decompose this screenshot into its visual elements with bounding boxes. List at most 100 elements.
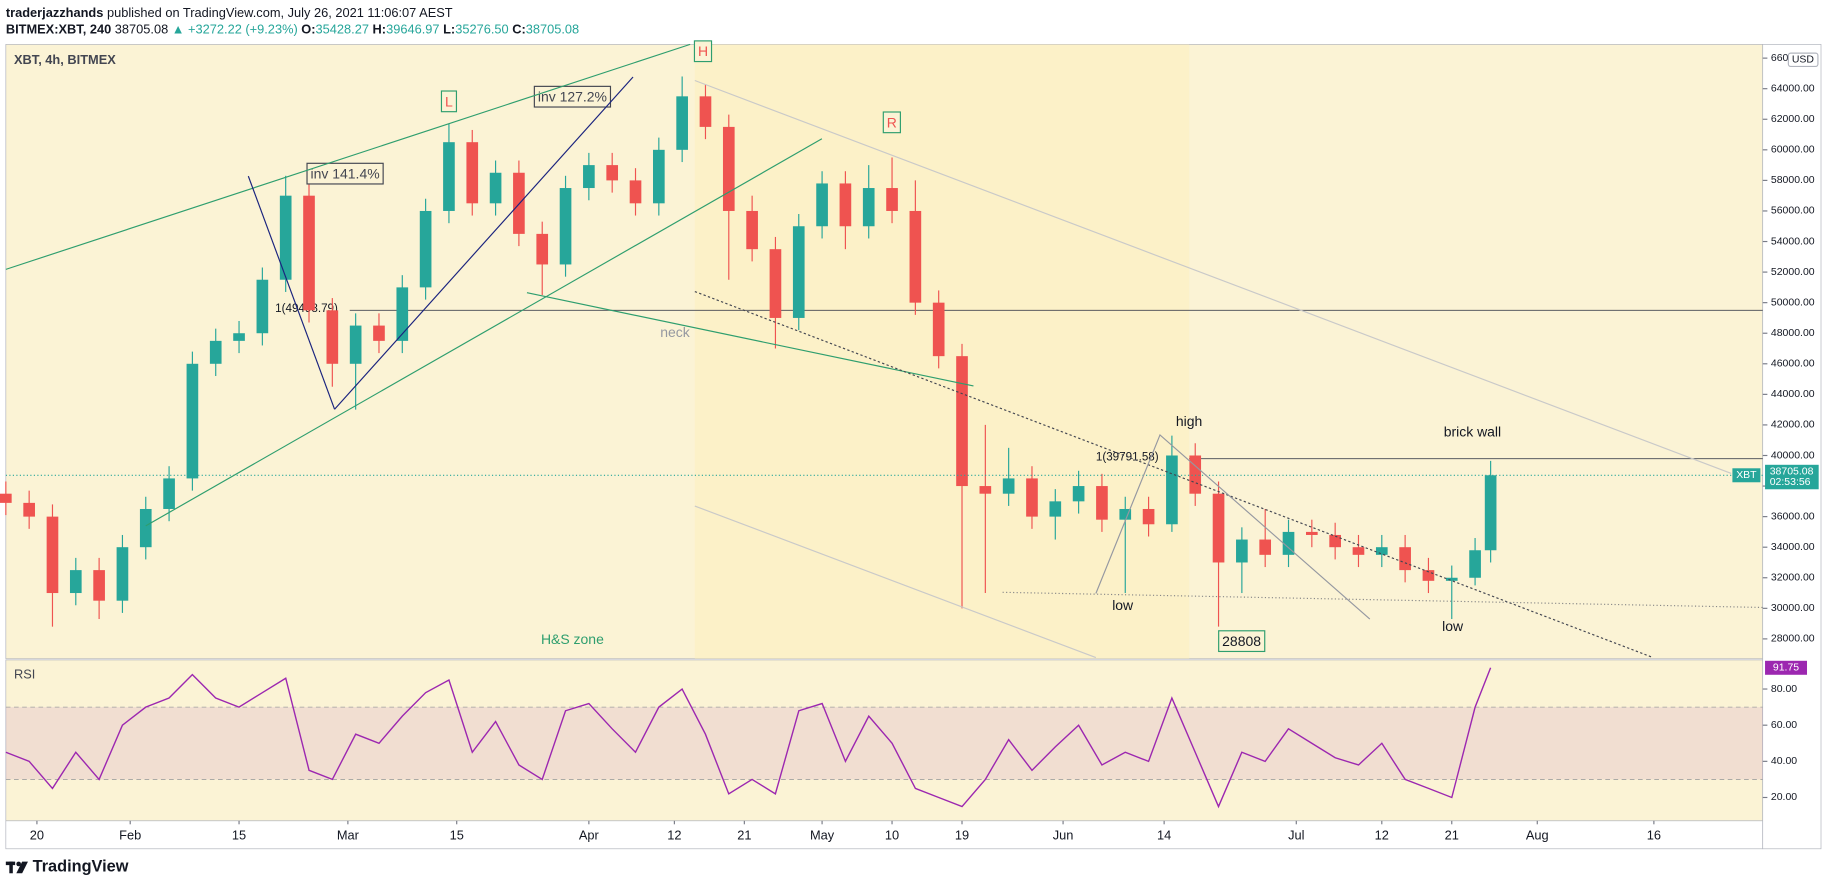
candle-body bbox=[653, 149, 665, 204]
annotation: inv 141.4% bbox=[311, 166, 380, 182]
y-tick-label: 40000.00 bbox=[1771, 450, 1815, 461]
candle-body bbox=[1399, 547, 1411, 571]
candle-body bbox=[816, 183, 828, 227]
quote-value: 35276.50 bbox=[455, 22, 508, 37]
y-tick-label: 56000.00 bbox=[1771, 206, 1815, 217]
candle-body bbox=[163, 478, 175, 509]
price-tag bbox=[1765, 464, 1819, 490]
candle-body bbox=[606, 165, 619, 181]
rsi-band bbox=[5, 707, 1763, 780]
y-tick-label: 48000.00 bbox=[1771, 328, 1815, 339]
rsi-line bbox=[5, 667, 1492, 809]
y-tick-label: 62000.00 bbox=[1771, 114, 1815, 125]
candle-body bbox=[326, 310, 339, 364]
candle-body bbox=[419, 210, 432, 288]
y-tick-label: 46000.00 bbox=[1771, 359, 1815, 370]
pane-title: XBT, 4h, BITMEX bbox=[14, 52, 116, 67]
annotation: L bbox=[445, 93, 453, 109]
symbol-tag-text: XBT bbox=[1736, 470, 1757, 481]
rsi-tag-value: 91.75 bbox=[1773, 663, 1799, 674]
quote-value: 35428.27 bbox=[316, 22, 369, 37]
candle-body bbox=[1259, 539, 1272, 555]
x-tick-label: Feb bbox=[119, 827, 141, 842]
rsi-pane bbox=[5, 659, 1764, 822]
candle-body bbox=[443, 142, 455, 211]
candle-body bbox=[862, 188, 875, 227]
x-tick-label: 21 bbox=[737, 827, 751, 842]
candle-body bbox=[699, 96, 712, 127]
currency: USD bbox=[1792, 54, 1815, 65]
annotation: neck bbox=[660, 324, 690, 340]
y-tick-label: 20.00 bbox=[1771, 792, 1797, 803]
quote-key: H: bbox=[373, 22, 387, 37]
drawings bbox=[5, 43, 1763, 659]
x-tick-label: Jun bbox=[1053, 827, 1074, 842]
trendline bbox=[334, 76, 634, 410]
y-tick-label: 54000.00 bbox=[1771, 236, 1815, 247]
candle-body bbox=[1375, 547, 1388, 555]
candle-body bbox=[1236, 539, 1248, 563]
candle-body bbox=[279, 195, 292, 280]
candle-body bbox=[1072, 486, 1085, 502]
price-axis bbox=[1762, 44, 1822, 850]
candle-body bbox=[956, 356, 968, 487]
candle-body bbox=[886, 188, 898, 211]
annotation: R bbox=[887, 114, 897, 130]
x-tick-label: 20 bbox=[30, 827, 44, 842]
quote-key: O: bbox=[301, 22, 315, 37]
candle-body bbox=[1282, 531, 1295, 555]
candle-body bbox=[676, 96, 688, 150]
x-tick-label: 21 bbox=[1445, 827, 1459, 842]
annotation: low bbox=[1112, 597, 1134, 613]
x-tick-label: 14 bbox=[1157, 827, 1171, 842]
support-line bbox=[1002, 591, 1763, 609]
candle-body bbox=[746, 210, 758, 250]
y-tick-label: 50000.00 bbox=[1771, 297, 1815, 308]
symbol: BITMEX:XBT, 240 bbox=[6, 22, 111, 37]
annotation: brick wall bbox=[1444, 423, 1501, 439]
label-box bbox=[533, 85, 612, 108]
publisher: traderjazzhands bbox=[6, 5, 104, 20]
quote-value: 39646.97 bbox=[386, 22, 439, 37]
annotation: inv 127.2% bbox=[538, 89, 607, 105]
candle-body bbox=[186, 363, 199, 479]
last: 38705.08 bbox=[115, 22, 168, 37]
y-tick-label: 34000.00 bbox=[1771, 542, 1815, 553]
candle-body bbox=[1189, 455, 1202, 494]
label-box bbox=[693, 40, 713, 63]
x-tick-label: 12 bbox=[1375, 827, 1389, 842]
candle-body bbox=[303, 195, 315, 311]
x-tick-label: May bbox=[810, 827, 835, 842]
y-tick-label: 52000.00 bbox=[1771, 267, 1815, 278]
candle-body bbox=[1422, 570, 1435, 581]
candle-body bbox=[839, 183, 852, 227]
trendline bbox=[5, 43, 691, 270]
candle-body bbox=[1142, 508, 1155, 525]
neckline bbox=[526, 292, 974, 387]
annotation: high bbox=[1176, 413, 1202, 429]
candle-body bbox=[1445, 577, 1458, 581]
annotation: 28808 bbox=[1222, 633, 1261, 649]
candle-body bbox=[233, 333, 245, 341]
x-tick-label: Jul bbox=[1288, 827, 1304, 842]
annotation: H&S zone bbox=[541, 631, 604, 647]
countdown: 02:53:56 bbox=[1770, 477, 1811, 488]
candle-body bbox=[349, 325, 362, 364]
candle-body bbox=[1096, 486, 1108, 520]
x-tick-label: Aug bbox=[1526, 827, 1549, 842]
candle-body bbox=[396, 287, 409, 341]
candle-body bbox=[1002, 478, 1015, 494]
channel-line bbox=[694, 79, 1732, 474]
y-tick-label: 42000.00 bbox=[1771, 420, 1815, 431]
candle-body bbox=[256, 279, 269, 334]
candle-body bbox=[466, 142, 479, 204]
candle-body bbox=[139, 508, 152, 548]
trendline bbox=[247, 175, 336, 410]
candle-body bbox=[1026, 478, 1038, 517]
currency-badge bbox=[1787, 52, 1819, 68]
candle-body bbox=[23, 502, 35, 517]
y-tick-label: 32000.00 bbox=[1771, 573, 1815, 584]
x-tick-label: 12 bbox=[667, 827, 681, 842]
candle-body bbox=[1166, 455, 1178, 525]
channel-line bbox=[694, 505, 1097, 659]
